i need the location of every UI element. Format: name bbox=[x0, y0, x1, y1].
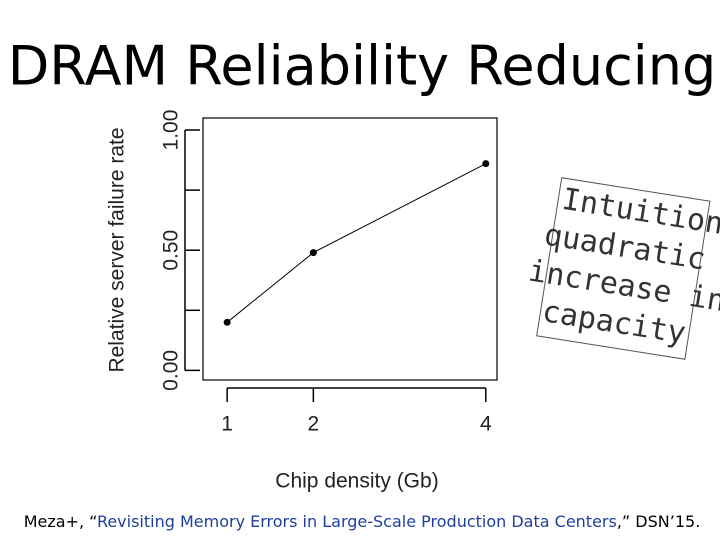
citation-title: Revisiting Memory Errors in Large-Scale … bbox=[97, 512, 617, 531]
citation: Meza+, “Revisiting Memory Errors in Larg… bbox=[24, 512, 701, 531]
data-point bbox=[309, 249, 317, 257]
plot-box bbox=[202, 117, 498, 381]
citation-suffix: ,” DSN’15. bbox=[617, 512, 700, 531]
citation-prefix: Meza+, “ bbox=[24, 512, 97, 531]
data-point bbox=[223, 318, 231, 326]
x-tick-label: 2 bbox=[308, 413, 320, 436]
x-tick-label: 4 bbox=[480, 413, 492, 436]
series-line bbox=[226, 163, 487, 323]
slide-title: DRAM Reliability Reducing bbox=[8, 35, 717, 98]
y-axis-label: Relative server failure rate bbox=[106, 127, 129, 372]
annotation-box bbox=[536, 177, 711, 360]
y-tick-label: 0.50 bbox=[160, 230, 183, 271]
y-tick-label: 0.00 bbox=[160, 350, 183, 391]
y-tick-label: 1.00 bbox=[160, 110, 183, 151]
data-point bbox=[482, 160, 490, 168]
annotation: Intuition: quadratic increase in capacit… bbox=[526, 177, 720, 360]
x-axis-label: Chip density (Gb) bbox=[275, 470, 438, 493]
x-tick-label: 1 bbox=[221, 413, 233, 436]
